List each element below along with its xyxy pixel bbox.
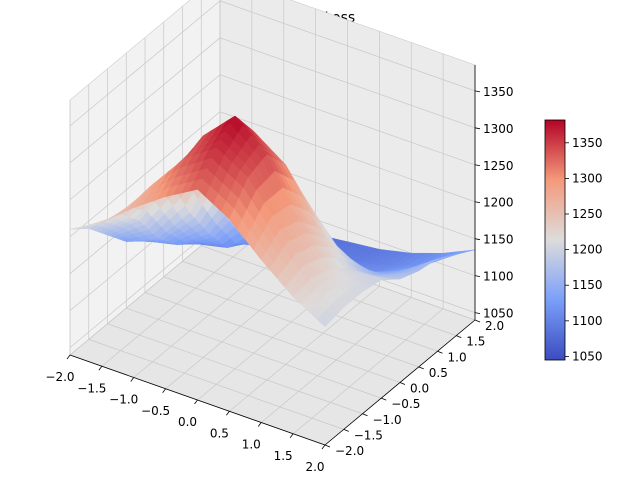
z-tick xyxy=(474,127,481,130)
z-tick-label: 1100 xyxy=(483,270,514,284)
y-tick xyxy=(362,413,368,417)
x-tick xyxy=(257,422,262,427)
x-axis: −2.0−1.5−1.0−0.5 0.0 0.5 1.0 1.5 2.0 xyxy=(45,354,326,474)
z-tick-label: 1050 xyxy=(483,307,514,321)
y-tick-label: −0.5 xyxy=(391,397,420,411)
y-tick xyxy=(399,382,406,385)
z-tick xyxy=(474,312,481,315)
x-tick xyxy=(162,388,166,393)
z-tick xyxy=(474,238,481,241)
x-tick-label: −2.0 xyxy=(45,370,74,384)
gridline xyxy=(163,276,419,368)
gridline xyxy=(229,285,380,412)
gridline xyxy=(69,37,221,164)
x-tick xyxy=(289,433,294,438)
z-tick-label: 1350 xyxy=(483,85,514,99)
z-tick-label: 1200 xyxy=(483,196,514,210)
y-tick-label: −1.0 xyxy=(373,413,402,427)
gridline xyxy=(69,111,221,238)
gridline xyxy=(292,308,444,435)
x-tick xyxy=(130,377,135,382)
colorbar-gradient xyxy=(544,119,566,361)
colorbar-tick-label: 1200 xyxy=(572,243,603,257)
z-tick-label: 1250 xyxy=(483,159,514,173)
y-tick xyxy=(343,429,349,432)
y-tick-label: 0.5 xyxy=(429,366,448,380)
y-tick-label: −1.5 xyxy=(354,428,383,442)
x-tick-label: 2.0 xyxy=(305,460,324,474)
loss-surface xyxy=(69,115,476,328)
z-tick-label: 1150 xyxy=(483,233,514,247)
y-axis: −2.0 −1.5−1.0 −0.50.00.51.01.52.0 xyxy=(324,319,504,458)
gridline xyxy=(261,297,412,423)
colorbar-tick-label: 1300 xyxy=(572,171,603,185)
y-tick-label: 1.5 xyxy=(466,335,485,349)
x-tick xyxy=(66,354,71,360)
x-tick-label: 0.5 xyxy=(210,426,229,440)
gridline xyxy=(219,74,476,166)
gridline xyxy=(219,0,476,92)
y-tick-label: 0.0 xyxy=(410,382,429,396)
colorbar-tick-label: 1250 xyxy=(572,207,603,221)
gridline xyxy=(219,111,476,203)
y-tick xyxy=(437,350,443,354)
y-tick-label: −2.0 xyxy=(335,444,364,458)
y-tick-label: 1.0 xyxy=(448,350,467,364)
gridline xyxy=(69,74,221,201)
colorbar-tick-label: 1350 xyxy=(572,136,603,150)
x-tick xyxy=(321,444,326,450)
y-tick-label: 2.0 xyxy=(485,319,504,333)
y-tick xyxy=(418,366,424,370)
colorbar-tick-label: 1050 xyxy=(572,349,603,363)
x-tick xyxy=(98,366,103,371)
x-tick-label: 1.0 xyxy=(242,438,261,452)
gridline xyxy=(219,37,476,129)
colorbar-tick-label: 1100 xyxy=(572,314,603,328)
y-tick xyxy=(381,397,387,401)
z-tick-label: 1300 xyxy=(483,122,514,136)
x-tick-label: 0.0 xyxy=(178,415,197,429)
z-tick xyxy=(474,201,481,204)
x-tick xyxy=(194,399,198,405)
colorbar-tick-label: 1150 xyxy=(572,278,603,292)
z-tick xyxy=(474,164,481,167)
y-tick xyxy=(474,319,481,323)
x-tick-label: 1.5 xyxy=(274,449,293,463)
gridline xyxy=(69,0,221,127)
y-tick xyxy=(324,444,331,448)
surface-patch xyxy=(316,314,331,328)
x-tick xyxy=(226,411,230,416)
x-tick-label: −1.5 xyxy=(77,381,106,395)
y-tick xyxy=(456,335,462,338)
gridline xyxy=(144,292,401,383)
x-tick-label: −0.5 xyxy=(141,404,170,418)
x-tick-label: −1.0 xyxy=(109,393,138,407)
colorbar: 1050 1100 1150 1200 1250 1300 1350 xyxy=(544,119,603,363)
z-tick xyxy=(474,90,481,93)
z-axis: 1050 1100 1150 1200 1250 1300 1350 xyxy=(474,65,514,321)
z-tick xyxy=(474,275,481,278)
